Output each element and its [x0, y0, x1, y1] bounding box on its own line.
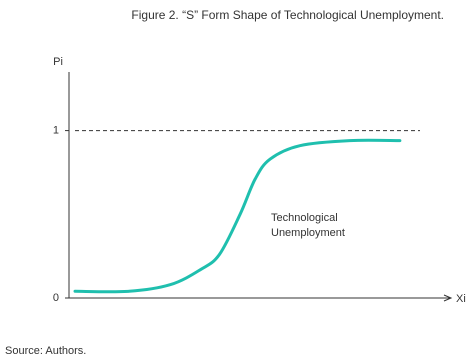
y-tick-label: 0 [53, 292, 59, 304]
source: Source: Authors. [5, 345, 86, 357]
y-tick-label: 1 [53, 124, 59, 136]
chart-title: Figure 2. “S” Form Shape of Technologica… [131, 8, 444, 22]
curve [73, 138, 402, 294]
annotation: Technological Unemployment [271, 212, 345, 239]
x-axis-arrow [443, 294, 453, 302]
x-axis-label: Xi [456, 293, 466, 305]
y-axis-label: Pi [53, 56, 63, 68]
